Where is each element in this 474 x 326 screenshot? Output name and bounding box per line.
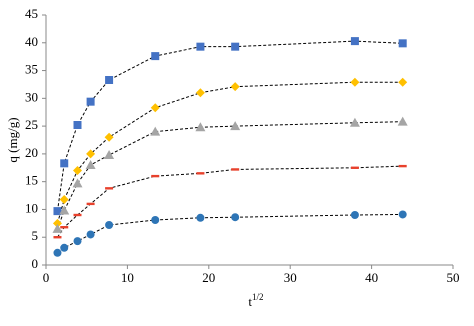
marker [52,223,63,233]
marker [350,37,359,46]
y-tick-label: 15 [25,173,38,188]
y-tick-label: 0 [32,256,39,271]
marker [86,97,95,106]
marker [60,226,69,229]
marker [151,174,160,178]
x-tick-label: 50 [447,270,460,285]
x-axis-label-sup: 1/2 [252,292,264,302]
marker [60,243,69,252]
fit-line [57,213,403,254]
marker [230,121,241,131]
marker [398,164,407,168]
y-tick-label: 20 [25,145,38,160]
marker [53,207,62,216]
marker [73,213,82,217]
x-axis-label: t1/2 [248,292,263,309]
marker [151,216,160,224]
marker [104,150,115,159]
marker [53,248,62,257]
marker [151,52,160,61]
x-tick-label: 40 [365,270,378,285]
x-tick-label: 10 [121,270,134,285]
fit-line [56,81,403,224]
marker [86,230,95,239]
marker [73,237,82,246]
marker [86,202,95,206]
marker [72,178,83,188]
marker [150,126,161,136]
marker [350,77,360,87]
marker [60,159,69,168]
marker [73,121,82,129]
marker [196,213,205,222]
marker [349,117,360,127]
x-axis-label-base: t [248,294,252,309]
marker [231,168,240,171]
fit-line [56,40,403,212]
marker [196,42,205,51]
marker [196,172,205,175]
marker [150,103,160,113]
y-tick-label: 30 [25,89,38,104]
fit-line [57,121,403,230]
y-axis-label: q (mg/g) [5,117,20,162]
marker [73,166,83,176]
marker [195,88,205,98]
marker [52,218,62,228]
marker [59,194,69,204]
marker [398,210,407,219]
y-tick-label: 10 [25,200,38,215]
fit-line [57,165,403,238]
marker [398,39,407,48]
marker [53,236,62,239]
y-tick-label: 45 [25,6,38,21]
marker [398,77,408,87]
marker [85,160,96,169]
y-tick-label: 5 [32,228,39,243]
marker [86,149,96,159]
marker [230,82,240,92]
marker [105,187,114,190]
marker [195,122,206,132]
marker [231,42,240,51]
marker [350,166,359,169]
x-tick-label: 20 [202,270,215,285]
marker [350,211,359,219]
y-tick-label: 35 [25,62,38,77]
marker [59,205,70,215]
marker [105,221,114,229]
y-tick-label: 25 [25,117,38,132]
x-tick-label: 0 [43,270,50,285]
marker [397,116,408,126]
marker [231,213,240,222]
marker [104,132,114,142]
y-tick-label: 40 [25,34,38,49]
x-tick-label: 30 [284,270,297,285]
marker [105,76,114,84]
